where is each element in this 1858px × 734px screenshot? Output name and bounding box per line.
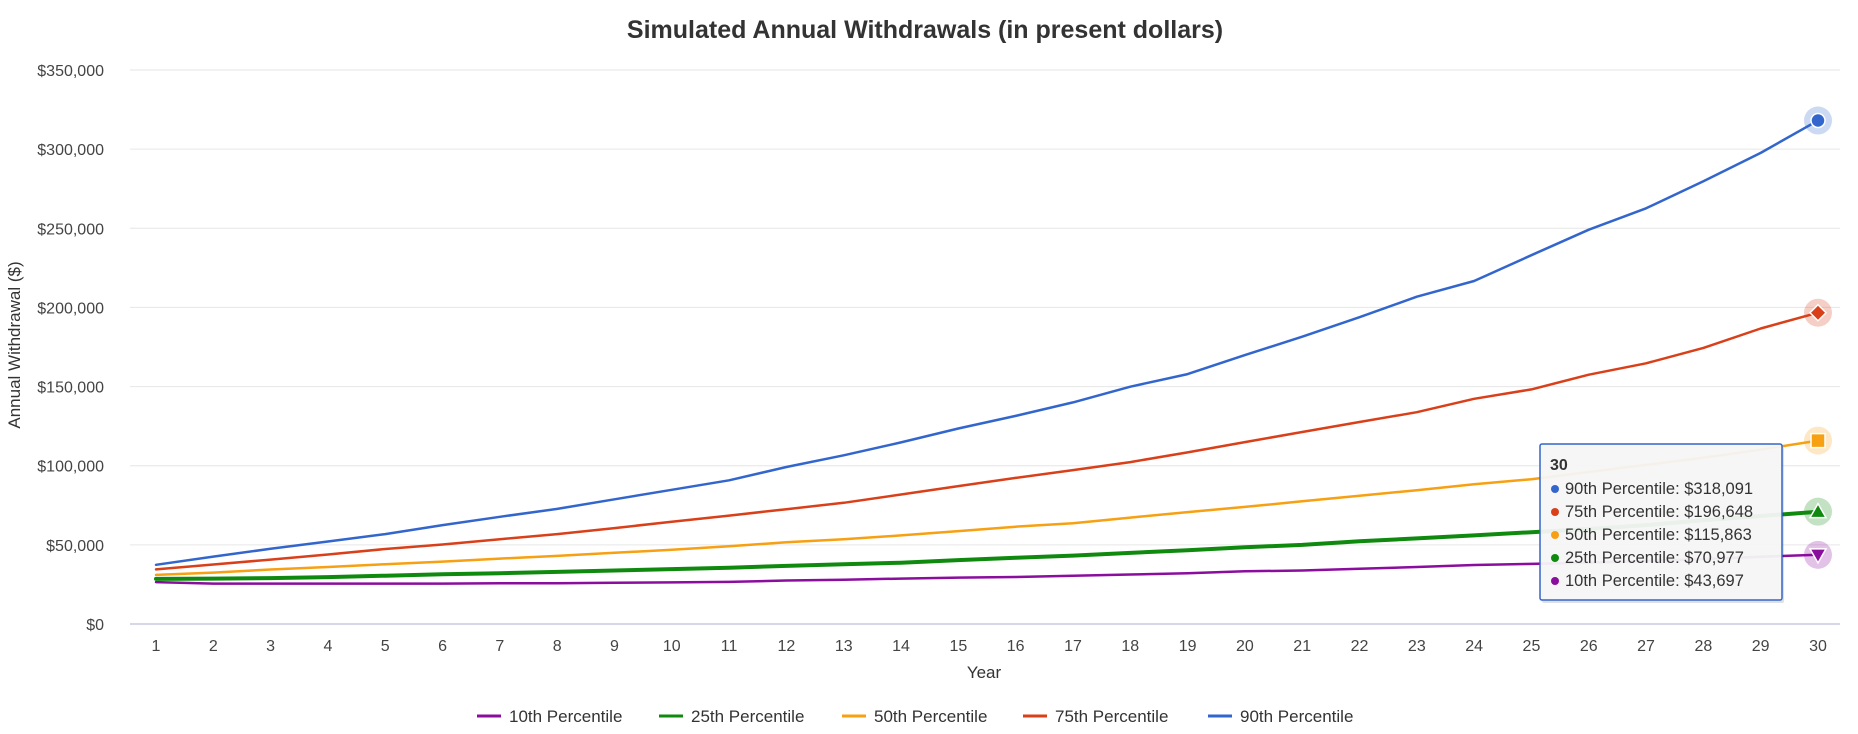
x-tick-label: 8 (553, 638, 562, 655)
x-tick-label: 3 (266, 638, 275, 655)
x-tick-label: 9 (610, 638, 619, 655)
tooltip: 30 90th Percentile: $318,091 75th Percenti… (1539, 443, 1784, 603)
tooltip-line: 10th Percentile: $43,697 (1565, 572, 1744, 590)
legend-item-75th-percentile[interactable]: 75th Percentile (1023, 707, 1168, 726)
x-tick-label: 4 (323, 638, 332, 655)
x-tick-label: 12 (778, 638, 796, 655)
x-tick-label: 24 (1465, 638, 1483, 655)
tooltip-bullet (1551, 531, 1559, 539)
y-tick-label: $150,000 (37, 380, 104, 397)
x-tick-label: 2 (209, 638, 218, 655)
x-tick-label: 21 (1293, 638, 1311, 655)
x-tick-label: 17 (1064, 638, 1082, 655)
chart-title: Simulated Annual Withdrawals (in present… (627, 16, 1223, 44)
legend-label: 25th Percentile (691, 707, 804, 726)
x-tick-label: 14 (892, 638, 910, 655)
x-tick-label: 5 (381, 638, 390, 655)
x-tick-label: 11 (721, 638, 738, 655)
y-axis: $0 $50,000 $100,000 $150,000 $200,000 $250,00… (37, 63, 104, 634)
tooltip-line: 75th Percentile: $196,648 (1565, 503, 1753, 521)
x-tick-label: 23 (1408, 638, 1426, 655)
y-tick-label: $0 (86, 617, 104, 634)
y-tick-label: $50,000 (46, 538, 104, 555)
legend-item-25th-percentile[interactable]: 25th Percentile (659, 707, 804, 726)
marker-25th-percentile[interactable] (1804, 497, 1832, 526)
marker-50th-percentile[interactable] (1804, 426, 1832, 455)
legend-item-50th-percentile[interactable]: 50th Percentile (842, 707, 987, 726)
x-tick-label: 22 (1351, 638, 1369, 655)
x-tick-label: 7 (495, 638, 504, 655)
x-tick-label: 16 (1007, 638, 1025, 655)
x-tick-label: 10 (663, 638, 681, 655)
hover-markers (1804, 106, 1832, 569)
legend: 10th Percentile 25th Percentile 50th Perce… (477, 707, 1353, 726)
x-tick-label: 28 (1694, 638, 1712, 655)
x-tick-label: 25 (1523, 638, 1541, 655)
tooltip-line: 25th Percentile: $70,977 (1565, 549, 1744, 567)
series-line-75th-percentile[interactable] (154, 311, 1820, 571)
x-tick-label: 18 (1121, 638, 1139, 655)
tooltip-bullet (1551, 508, 1559, 516)
tooltip-bullet (1551, 577, 1559, 585)
legend-item-10th-percentile[interactable]: 10th Percentile (477, 707, 622, 726)
tooltip-box (1539, 443, 1783, 601)
y-tick-label: $250,000 (37, 221, 104, 238)
x-tick-label: 13 (835, 638, 853, 655)
tooltip-bullet (1551, 554, 1559, 562)
x-tick-label: 26 (1580, 638, 1598, 655)
y-tick-label: $300,000 (37, 142, 104, 159)
x-tick-label: 15 (949, 638, 967, 655)
y-tick-label: $200,000 (37, 300, 104, 317)
legend-label: 75th Percentile (1055, 707, 1168, 726)
x-tick-label: 19 (1179, 638, 1197, 655)
tooltip-header: 30 (1550, 457, 1568, 474)
tooltip-line: 50th Percentile: $115,863 (1565, 526, 1752, 544)
marker-90th-percentile[interactable] (1804, 106, 1832, 135)
legend-item-90th-percentile[interactable]: 90th Percentile (1208, 707, 1353, 726)
x-tick-label: 6 (438, 638, 447, 655)
tooltip-line: 90th Percentile: $318,091 (1565, 480, 1753, 498)
x-axis: 1 2 3 4 5 6 7 8 9 10 11 12 13 14 15 16 17 18 19 20 21 22 23 24 2… (130, 623, 1840, 655)
x-axis-title: Year (967, 663, 1002, 682)
gridlines (130, 69, 1840, 546)
legend-label: 10th Percentile (509, 707, 622, 726)
marker-10th-percentile[interactable] (1804, 540, 1832, 569)
x-tick-label: 29 (1752, 638, 1770, 655)
y-tick-label: $350,000 (37, 63, 104, 80)
y-tick-label: $100,000 (37, 459, 104, 476)
legend-label: 50th Percentile (874, 707, 987, 726)
tooltip-bullet (1551, 485, 1559, 493)
x-tick-label: 20 (1236, 638, 1254, 655)
series-line-90th-percentile[interactable] (154, 119, 1820, 567)
y-axis-title: Annual Withdrawal ($) (5, 261, 24, 428)
x-tick-label: 30 (1809, 638, 1827, 655)
marker-75th-percentile[interactable] (1804, 298, 1832, 327)
x-tick-label: 27 (1637, 638, 1655, 655)
x-tick-label: 1 (152, 638, 161, 655)
legend-label: 90th Percentile (1240, 707, 1353, 726)
